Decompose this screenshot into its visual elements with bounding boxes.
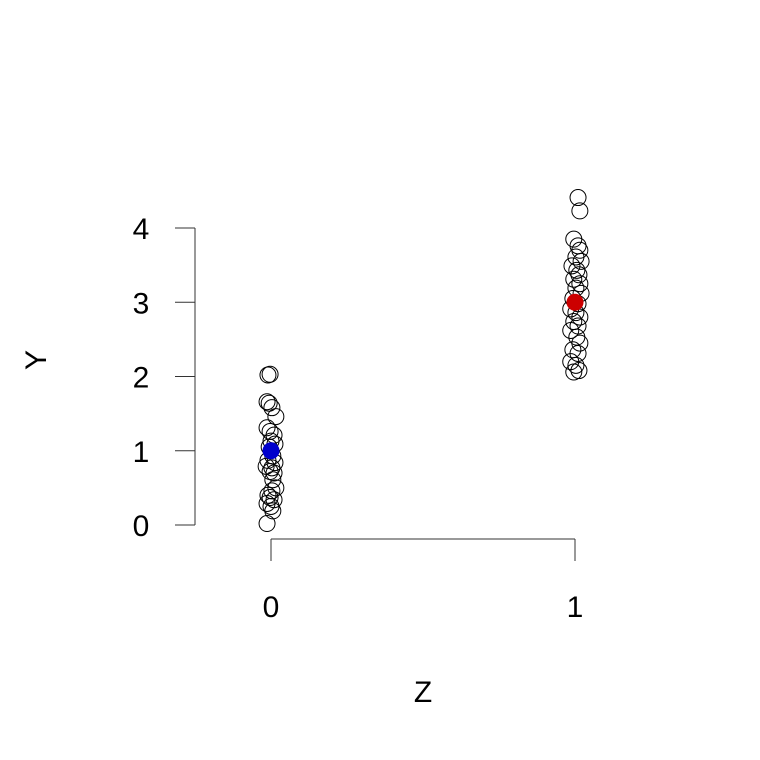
data-point	[563, 257, 581, 275]
data-point	[267, 408, 285, 426]
data-point	[569, 189, 587, 207]
y-tick-label: 4	[133, 213, 150, 246]
data-point	[258, 419, 276, 437]
data-point	[565, 270, 583, 288]
y-tick-label: 1	[133, 436, 150, 469]
y-axis-title: Y	[20, 350, 53, 370]
data-point	[570, 266, 588, 284]
data-point	[259, 486, 277, 504]
data-point	[571, 202, 589, 220]
data-point	[571, 334, 589, 352]
x-tick-label: 1	[567, 591, 584, 624]
data-point	[264, 471, 282, 489]
data-point	[264, 502, 282, 520]
y-tick-label: 2	[133, 362, 150, 395]
y-axis: 0 1 2 3 4	[133, 213, 196, 543]
group-means	[262, 293, 584, 460]
data-point	[572, 252, 590, 270]
data-point	[263, 399, 281, 417]
data-point	[567, 248, 585, 266]
data-point	[567, 356, 585, 374]
group-mean-point	[262, 442, 280, 460]
data-point	[260, 394, 278, 412]
y-axis-ticks: 0 1 2 3 4	[133, 213, 195, 543]
y-tick-label: 0	[133, 510, 150, 543]
data-point	[258, 393, 276, 411]
y-tick-label: 3	[133, 287, 150, 320]
data-point	[265, 464, 283, 482]
data-point	[571, 275, 589, 293]
group-mean-point	[566, 293, 584, 311]
x-axis-title: Z	[414, 676, 432, 709]
x-tick-label: 0	[263, 591, 280, 624]
data-point	[568, 261, 586, 279]
data-point	[261, 365, 279, 383]
data-point	[562, 321, 580, 339]
data-point	[258, 515, 276, 533]
data-point	[565, 363, 583, 381]
